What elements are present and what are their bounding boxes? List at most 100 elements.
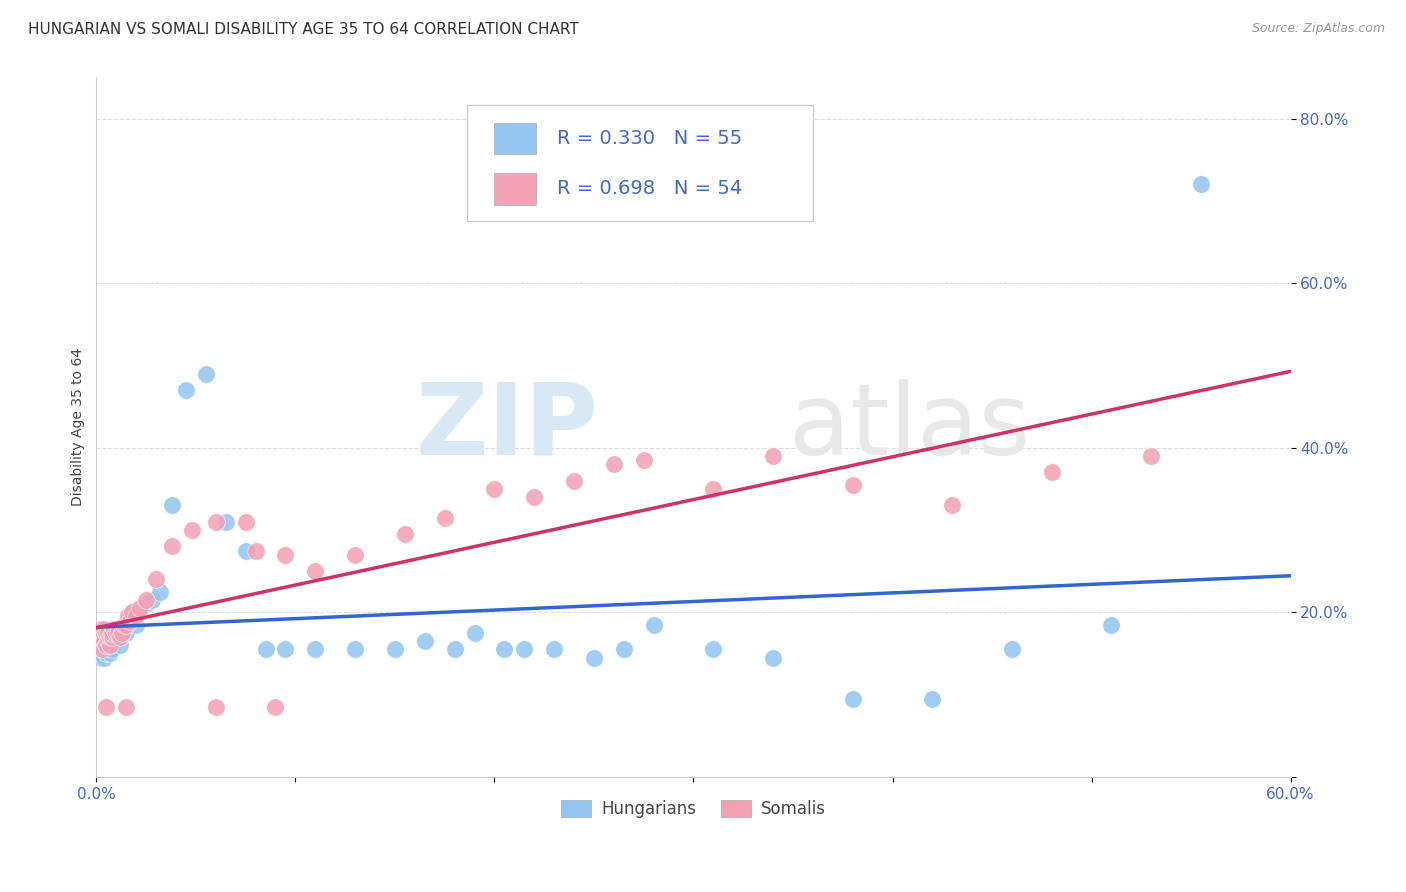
Point bbox=[613, 642, 636, 657]
Point bbox=[110, 630, 132, 644]
Point bbox=[120, 609, 142, 624]
Point bbox=[97, 630, 120, 644]
Point bbox=[135, 597, 157, 611]
Point bbox=[215, 515, 238, 529]
Point bbox=[245, 543, 267, 558]
Point bbox=[103, 625, 125, 640]
Point bbox=[841, 691, 863, 706]
Point bbox=[101, 630, 124, 644]
Point bbox=[543, 642, 565, 657]
FancyBboxPatch shape bbox=[467, 105, 813, 221]
Point bbox=[105, 625, 128, 640]
Point bbox=[98, 634, 121, 648]
Point bbox=[702, 642, 724, 657]
Point bbox=[1140, 449, 1163, 463]
Point bbox=[264, 700, 287, 714]
Point bbox=[96, 647, 118, 661]
Point bbox=[93, 650, 115, 665]
Point bbox=[97, 642, 120, 657]
Point bbox=[633, 453, 655, 467]
Point bbox=[762, 449, 785, 463]
Point bbox=[121, 605, 143, 619]
Point bbox=[235, 543, 257, 558]
Point bbox=[96, 700, 118, 714]
Point bbox=[96, 638, 118, 652]
Point bbox=[101, 625, 124, 640]
Point bbox=[112, 617, 135, 632]
Point bbox=[433, 510, 456, 524]
Point bbox=[98, 630, 121, 644]
Point bbox=[1040, 466, 1063, 480]
Point bbox=[523, 490, 546, 504]
Point bbox=[115, 700, 138, 714]
Text: atlas: atlas bbox=[789, 378, 1031, 475]
Point bbox=[96, 634, 118, 648]
FancyBboxPatch shape bbox=[494, 173, 536, 205]
Point bbox=[344, 642, 367, 657]
Point bbox=[120, 614, 142, 628]
Point bbox=[98, 638, 121, 652]
Point bbox=[274, 642, 297, 657]
Point bbox=[93, 622, 115, 636]
Point bbox=[160, 540, 183, 554]
Point bbox=[180, 523, 202, 537]
Point bbox=[97, 625, 120, 640]
Point bbox=[101, 638, 124, 652]
Legend: Hungarians, Somalis: Hungarians, Somalis bbox=[554, 793, 832, 824]
Point bbox=[87, 638, 110, 652]
Point bbox=[141, 593, 163, 607]
Point bbox=[1001, 642, 1024, 657]
Text: HUNGARIAN VS SOMALI DISABILITY AGE 35 TO 64 CORRELATION CHART: HUNGARIAN VS SOMALI DISABILITY AGE 35 TO… bbox=[28, 22, 579, 37]
Point bbox=[1189, 178, 1212, 192]
Y-axis label: Disability Age 35 to 64: Disability Age 35 to 64 bbox=[72, 348, 86, 507]
Point bbox=[394, 527, 416, 541]
Point bbox=[643, 617, 665, 632]
Point bbox=[149, 584, 172, 599]
Point bbox=[89, 634, 111, 648]
Point bbox=[121, 605, 143, 619]
FancyBboxPatch shape bbox=[494, 123, 536, 154]
Point bbox=[117, 609, 139, 624]
Point bbox=[603, 457, 626, 471]
Point bbox=[89, 630, 111, 644]
Point bbox=[101, 642, 124, 657]
Point bbox=[98, 647, 121, 661]
Point bbox=[91, 647, 114, 661]
Point bbox=[484, 482, 506, 496]
Point bbox=[464, 625, 486, 640]
Point bbox=[135, 593, 157, 607]
Point bbox=[105, 634, 128, 648]
Point bbox=[91, 642, 114, 657]
Point bbox=[91, 625, 114, 640]
Point bbox=[93, 634, 115, 648]
Point bbox=[160, 499, 183, 513]
Point bbox=[91, 630, 114, 644]
Point bbox=[125, 609, 148, 624]
Point bbox=[129, 605, 152, 619]
Point bbox=[941, 499, 963, 513]
Point bbox=[235, 515, 257, 529]
Point bbox=[174, 383, 197, 397]
Point bbox=[89, 622, 111, 636]
Point bbox=[921, 691, 943, 706]
Text: ZIP: ZIP bbox=[415, 378, 598, 475]
Point bbox=[111, 625, 134, 640]
Text: R = 0.330   N = 55: R = 0.330 N = 55 bbox=[557, 129, 742, 148]
Point bbox=[125, 617, 148, 632]
Point bbox=[1101, 617, 1123, 632]
Point bbox=[304, 642, 326, 657]
Point bbox=[204, 700, 226, 714]
Point bbox=[115, 625, 138, 640]
Point bbox=[103, 622, 125, 636]
Point bbox=[254, 642, 277, 657]
Point bbox=[562, 474, 585, 488]
Point bbox=[93, 638, 115, 652]
Point bbox=[145, 573, 167, 587]
Point bbox=[702, 482, 724, 496]
Point bbox=[87, 642, 110, 657]
Point bbox=[194, 367, 217, 381]
Point bbox=[110, 638, 132, 652]
Point bbox=[117, 617, 139, 632]
Point bbox=[107, 625, 129, 640]
Point bbox=[841, 477, 863, 491]
